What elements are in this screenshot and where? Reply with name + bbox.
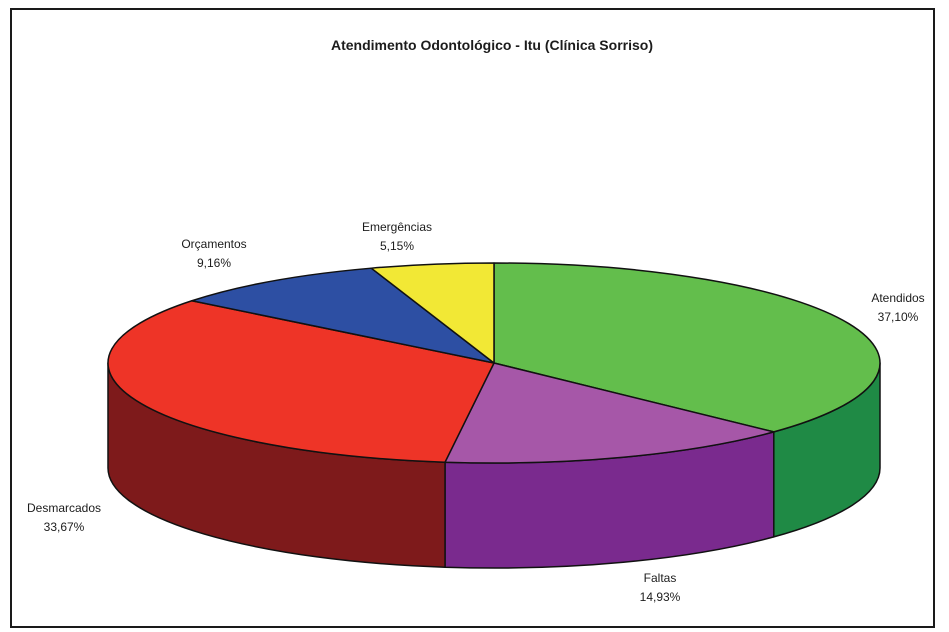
pie-tops <box>107 262 881 464</box>
pie-slice-emergências <box>370 262 495 364</box>
slice-label: Orçamentos <box>181 237 246 251</box>
chart-title: Atendimento Odontológico - Itu (Clínica … <box>331 37 653 53</box>
slice-value-label: 37,10% <box>878 310 919 324</box>
slice-value-label: 5,15% <box>380 239 414 253</box>
slice-label: Faltas <box>644 571 677 585</box>
slice-label: Atendidos <box>871 291 924 305</box>
slice-value-label: 33,67% <box>44 520 85 534</box>
pie-slice-desmarcados <box>107 300 495 463</box>
slice-value-label: 14,93% <box>640 590 681 604</box>
slice-label: Emergências <box>362 220 432 234</box>
pie-labels: Atendidos 37,10% Faltas 14,93% Desmarcados 33… <box>27 220 925 604</box>
pie-slice-orçamentos <box>191 267 495 364</box>
slice-label: Desmarcados <box>27 501 101 515</box>
pie-sides <box>107 362 881 569</box>
slice-value-label: 9,16% <box>197 256 231 270</box>
pie-slice-faltas <box>444 362 775 464</box>
pie-slice-atendidos <box>493 262 881 433</box>
